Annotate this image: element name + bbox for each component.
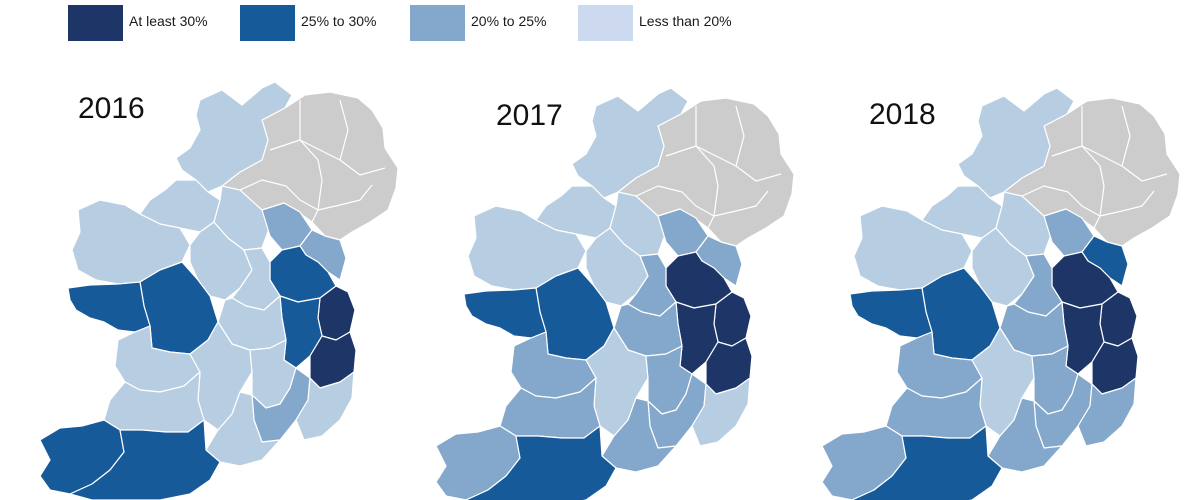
region-donegal [571, 87, 689, 199]
region-connemara [463, 287, 547, 339]
ni-county-border-3 [239, 179, 373, 211]
year-label-2018: 2018 [869, 98, 936, 131]
region-cork [851, 425, 1003, 500]
region-connemara [67, 281, 151, 333]
ni-county-border-1 [299, 100, 323, 223]
region-cork [465, 425, 617, 500]
legend-label-less-than-20: Less than 20% [639, 13, 732, 29]
ni-county-border-4 [339, 99, 349, 161]
map-2016 [39, 81, 399, 500]
legend-label-at-least-30: At least 30% [129, 13, 208, 29]
legend-swatch-less-than-20 [578, 5, 633, 41]
legend-swatch-25-to-30 [240, 5, 295, 41]
ni-county-border-4 [1121, 105, 1131, 167]
ni-county-border-4 [735, 105, 745, 167]
legend-label-20-to-25: 20% to 25% [471, 13, 547, 29]
ni-county-border-1 [1081, 106, 1105, 229]
year-label-2016: 2016 [78, 92, 145, 125]
ireland-regions-2016 [39, 81, 399, 500]
region-donegal [957, 87, 1075, 199]
region-sligo [139, 179, 221, 233]
map-2018 [821, 87, 1181, 500]
region-sligo [535, 185, 617, 239]
ni-county-border-1 [695, 106, 719, 229]
map-2017 [435, 87, 795, 500]
region-wexford [295, 371, 355, 441]
year-label-2017: 2017 [496, 99, 563, 132]
region-donegal [175, 81, 293, 193]
ireland-regions-2017 [435, 87, 795, 500]
ni-county-border-3 [635, 185, 769, 217]
ireland-regions-2018 [821, 87, 1181, 500]
region-wexford [691, 377, 751, 447]
legend-label-25-to-30: 25% to 30% [301, 13, 377, 29]
region-sligo [921, 185, 1003, 239]
ni-county-border-3 [1021, 185, 1155, 217]
region-connemara [849, 287, 933, 339]
legend-swatch-at-least-30 [68, 5, 123, 41]
legend-swatch-20-to-25 [410, 5, 465, 41]
region-wexford [1077, 377, 1137, 447]
region-cork [69, 419, 221, 500]
